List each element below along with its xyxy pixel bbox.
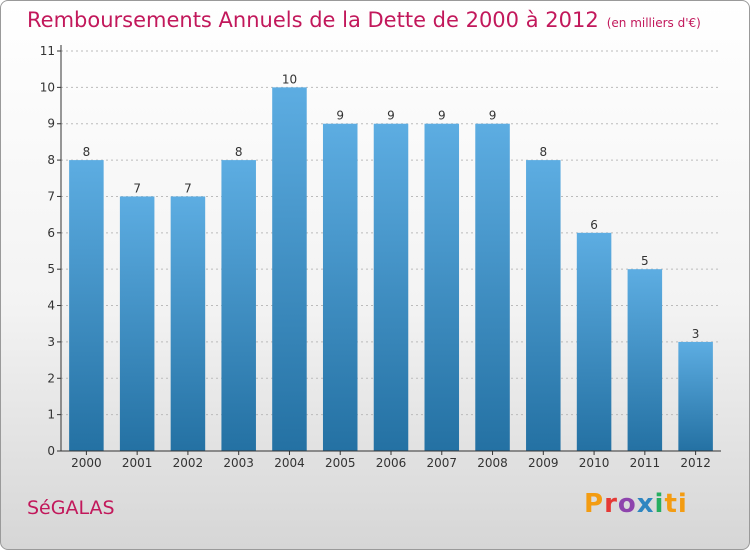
bar (119, 196, 155, 451)
x-tick-label: 2010 (579, 456, 610, 470)
bar (475, 123, 510, 452)
y-tick-label: 7 (47, 189, 55, 203)
chart-title: Remboursements Annuels de la Dette de 20… (27, 8, 701, 32)
commune-name: SéGALAS (27, 497, 115, 519)
y-tick-label: 6 (47, 226, 55, 240)
data-label: 6 (590, 218, 598, 232)
x-tick-label: 2000 (71, 456, 102, 470)
x-tick-label: 2008 (477, 456, 508, 470)
data-label: 9 (489, 109, 497, 123)
x-tick-label: 2009 (528, 456, 559, 470)
proxiti-logo: Proxiti (584, 489, 688, 519)
data-label: 7 (133, 181, 141, 195)
y-tick-label: 4 (47, 299, 55, 313)
logo-letter: i (677, 489, 688, 519)
y-tick-label: 9 (47, 117, 55, 131)
bar (576, 232, 612, 451)
x-tick-label: 2004 (274, 456, 305, 470)
logo-letter: i (654, 489, 665, 519)
logo-letter: o (617, 489, 637, 519)
x-tick-label: 2001 (122, 456, 153, 470)
bar (170, 196, 206, 451)
bar (221, 160, 256, 451)
bar (322, 123, 358, 452)
y-tick-label: 8 (47, 153, 55, 167)
data-label: 5 (641, 254, 649, 268)
y-tick-label: 11 (40, 44, 55, 58)
logo-letter: r (604, 489, 618, 519)
chart-unit-note: (en milliers d'€) (606, 16, 701, 30)
x-tick-label: 2006 (376, 456, 407, 470)
bar (424, 123, 460, 452)
chart-title-main: Remboursements Annuels de la Dette de 20… (27, 8, 599, 32)
x-tick-label: 2005 (325, 456, 356, 470)
data-label: 9 (438, 109, 446, 123)
data-label: 9 (387, 109, 395, 123)
data-label: 8 (539, 145, 547, 159)
logo-letter: t (664, 489, 678, 519)
y-tick-label: 10 (40, 80, 55, 94)
data-label: 8 (235, 145, 243, 159)
data-label: 7 (184, 181, 192, 195)
data-label: 3 (692, 327, 700, 341)
bar (678, 341, 713, 451)
x-tick-label: 2012 (680, 456, 711, 470)
y-tick-label: 1 (47, 408, 55, 422)
data-label: 10 (282, 72, 297, 86)
bar (627, 269, 663, 451)
x-tick-label: 2003 (223, 456, 254, 470)
bar (272, 87, 307, 451)
logo-letter: P (584, 489, 605, 519)
x-tick-label: 2011 (630, 456, 661, 470)
bar (526, 160, 561, 451)
data-label: 8 (83, 145, 91, 159)
x-tick-label: 2002 (173, 456, 204, 470)
y-tick-label: 5 (47, 262, 55, 276)
logo-letter: x (636, 489, 655, 519)
data-label: 9 (336, 109, 344, 123)
x-tick-label: 2007 (426, 456, 457, 470)
y-tick-label: 2 (47, 371, 55, 385)
bar (69, 160, 104, 451)
y-tick-label: 0 (47, 444, 55, 458)
bar (373, 123, 409, 452)
y-tick-label: 3 (47, 335, 55, 349)
